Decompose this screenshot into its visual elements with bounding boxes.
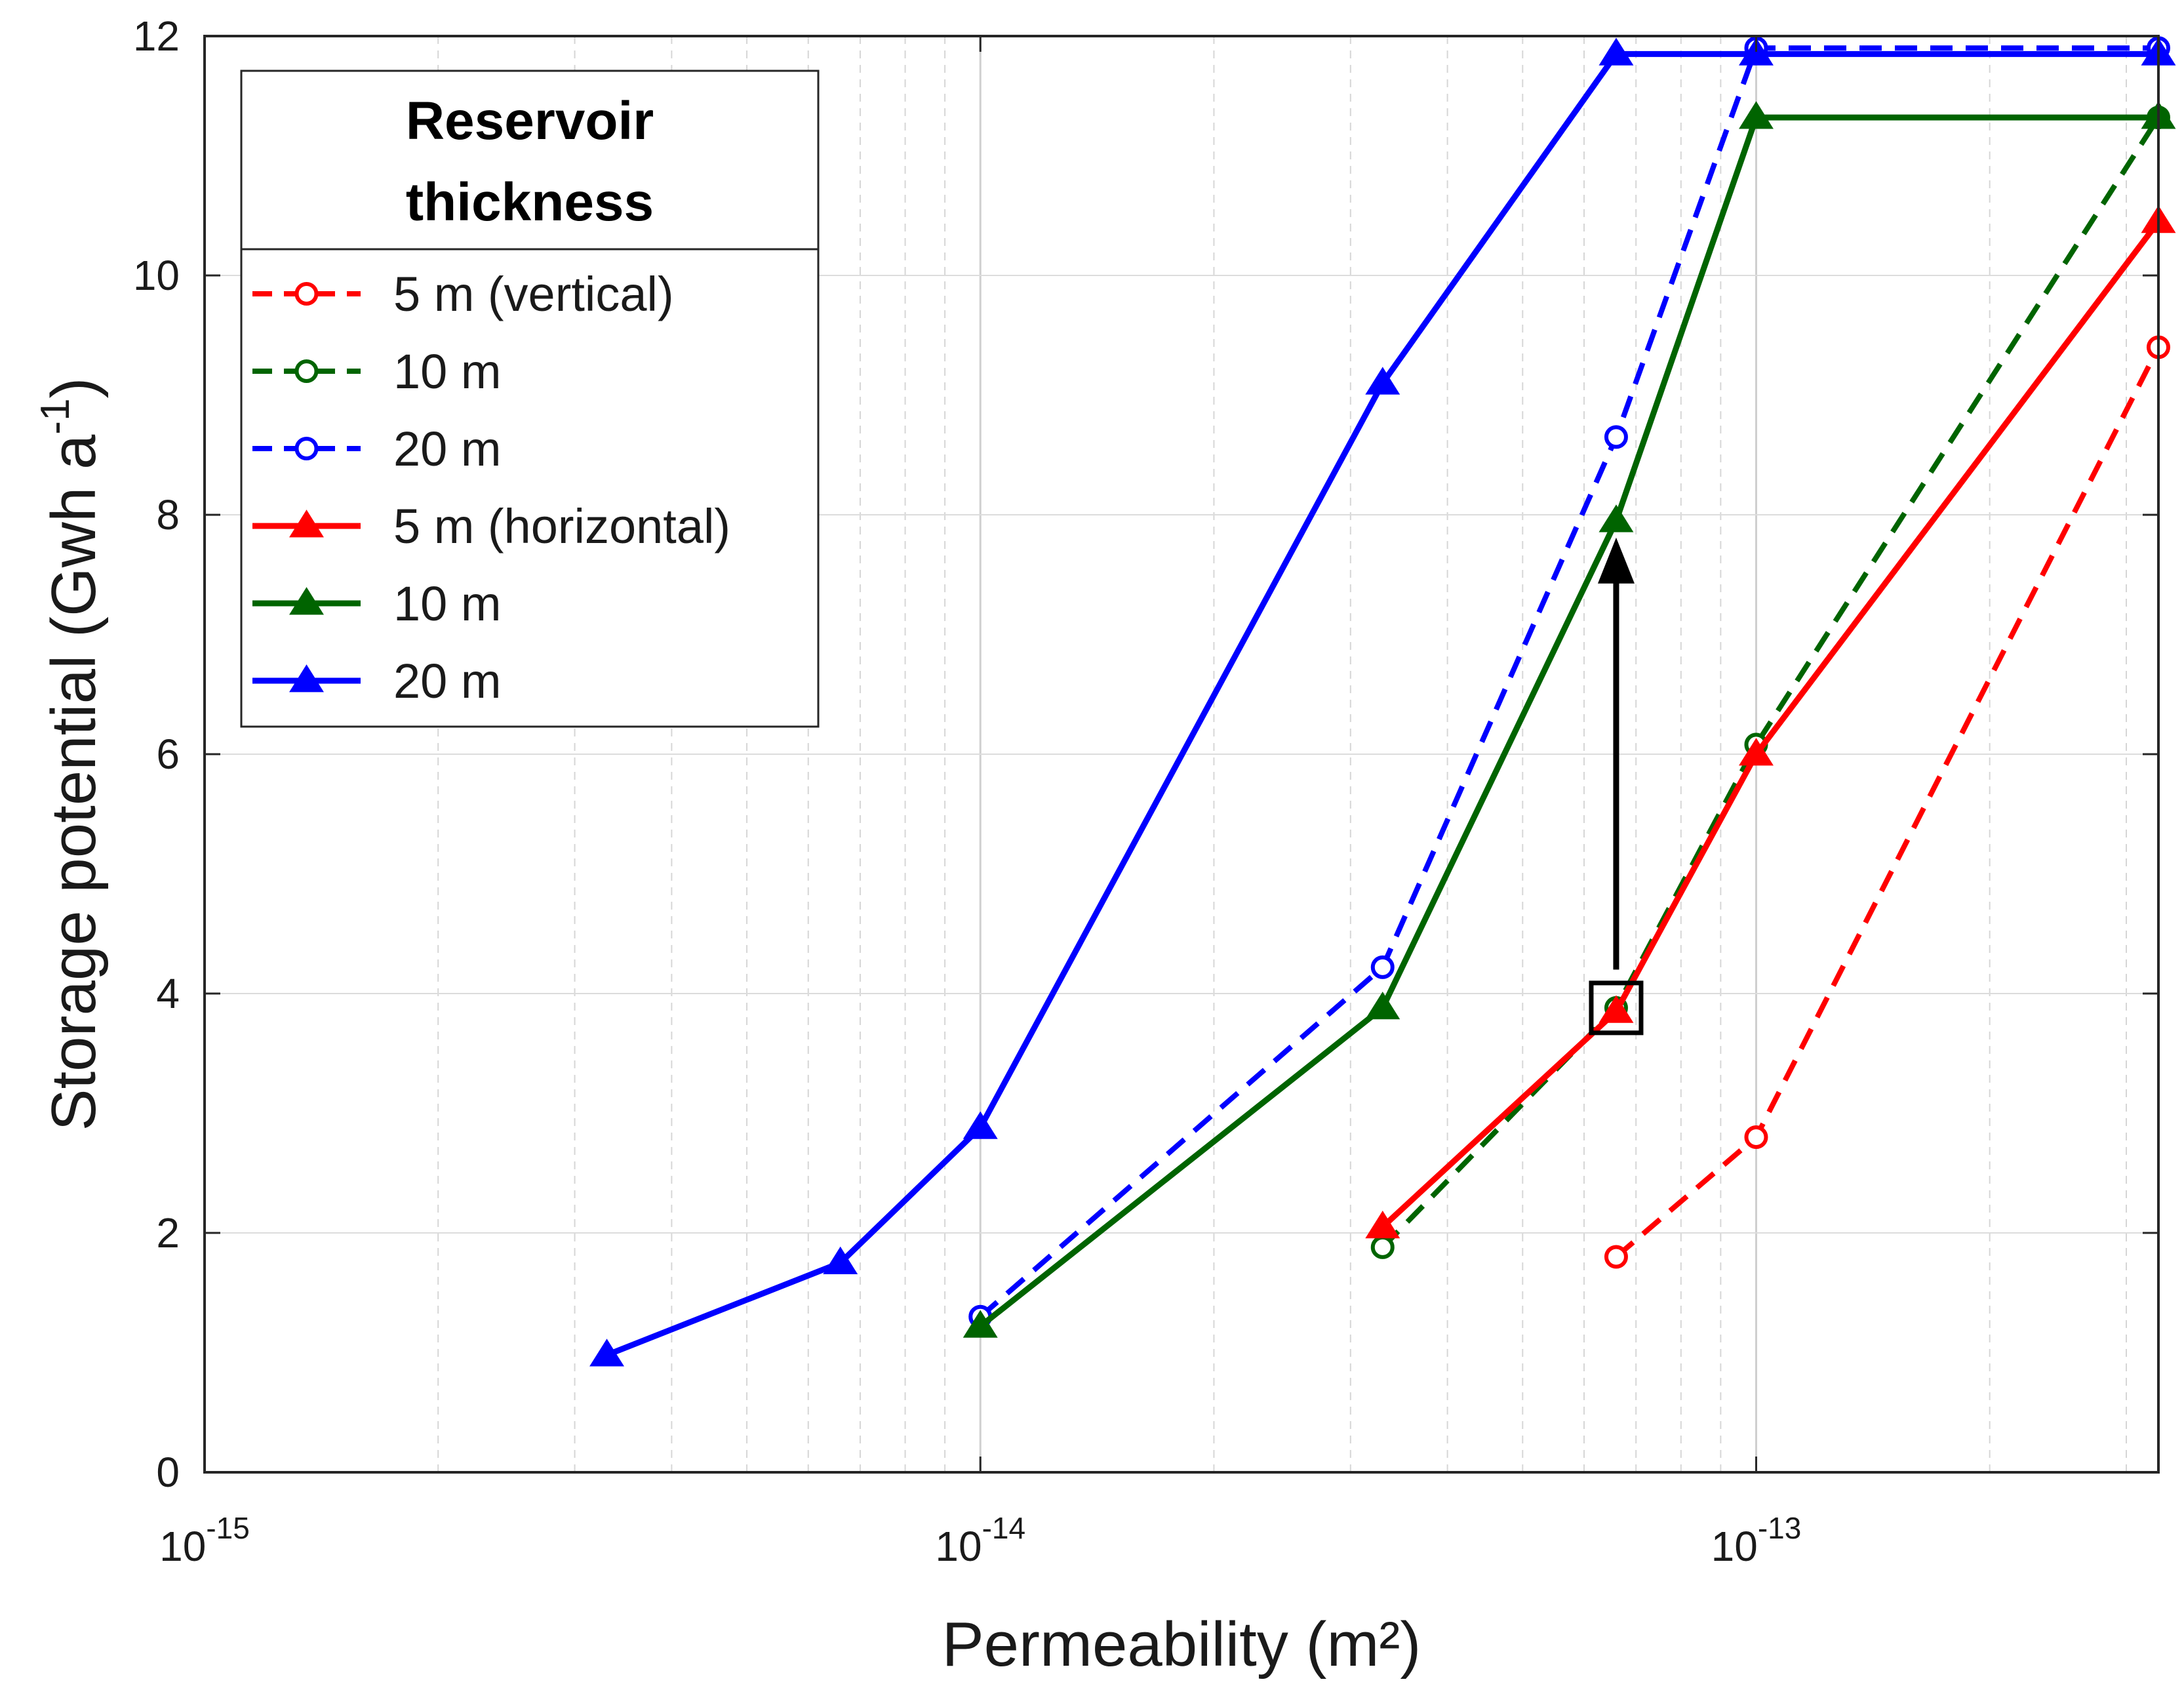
legend-marker	[289, 587, 324, 615]
data-point	[1744, 1125, 1768, 1149]
x-tick-label-base: 10	[935, 1523, 982, 1570]
data-point	[589, 1338, 624, 1367]
y-tick-label: 4	[156, 970, 180, 1017]
legend-entry-5: 20 m	[252, 654, 502, 708]
data-point	[1598, 995, 1634, 1023]
data-point	[1598, 504, 1634, 533]
y-axis-label-superscript: -1	[33, 398, 78, 434]
x-tick-label: 10-13	[1711, 1511, 1802, 1570]
highlight-box	[1589, 980, 1644, 1036]
legend-title-line1: Reservoir	[406, 91, 654, 151]
data-point	[1739, 101, 1774, 129]
y-axis-label-close: )	[39, 377, 109, 398]
x-tick-label-base: 10	[1711, 1523, 1758, 1570]
y-tick-label: 12	[133, 12, 180, 60]
legend-entry-4: 10 m	[252, 576, 502, 631]
data-point	[963, 1310, 998, 1338]
y-tick-label: 6	[156, 731, 180, 778]
arrow-head	[1597, 537, 1635, 584]
legend-marker	[294, 359, 319, 383]
annotation-layer	[1589, 537, 1644, 1036]
x-axis-label: Permeability (m²)	[942, 1609, 1421, 1680]
y-tick-label: 8	[156, 491, 180, 538]
data-point	[963, 1111, 998, 1139]
legend-box	[240, 70, 820, 728]
x-axis-ticks: 10-15 10-14 10-13	[159, 36, 1801, 1570]
legend-marker	[289, 510, 324, 538]
x-tick-label-exponent: -15	[206, 1511, 249, 1545]
series-line	[1380, 115, 2161, 1249]
x-tick-label-exponent: -14	[982, 1511, 1025, 1545]
x-tick-label-exponent: -13	[1758, 1511, 1801, 1545]
data-point	[823, 1246, 858, 1274]
data-point	[1365, 1211, 1400, 1239]
data-point	[1365, 992, 1400, 1020]
legend-label: 5 m (vertical)	[393, 267, 674, 321]
legend-entry-3: 5 m (horizontal)	[252, 499, 730, 553]
series-4	[963, 101, 2176, 1338]
data-point	[1739, 738, 1774, 766]
series-layer	[589, 36, 2176, 1367]
legend-entry-0: 5 m (vertical)	[252, 267, 674, 321]
x-tick-label: 10-14	[935, 1511, 1025, 1570]
y-axis-label: Storage potential (Gwh a-1)	[33, 377, 109, 1131]
legend-label: 20 m	[393, 422, 502, 476]
data-point	[1598, 37, 1634, 66]
y-tick-label: 2	[156, 1209, 180, 1257]
legend: Reservoir thickness 5 m (vertical) 10 m 20…	[240, 70, 820, 728]
y-tick-label: 10	[133, 252, 180, 299]
legend-label: 5 m (horizontal)	[393, 499, 730, 553]
y-axis-label-main: Storage potential (Gwh a	[39, 434, 109, 1131]
legend-marker	[294, 282, 319, 306]
data-point	[1370, 955, 1395, 979]
legend-marker	[289, 664, 324, 693]
legend-label: 20 m	[393, 654, 502, 708]
x-tick-label-base: 10	[159, 1523, 206, 1570]
legend-title-line2: thickness	[406, 172, 654, 232]
legend-entries: 5 m (vertical) 10 m 20 m 5 m (horizontal) 10…	[252, 267, 730, 708]
x-tick-label: 10-15	[159, 1511, 250, 1570]
y-tick-label: 0	[156, 1449, 180, 1496]
legend-label: 10 m	[393, 576, 502, 631]
data-point	[1604, 425, 1628, 449]
series-line	[1380, 220, 2161, 1230]
legend-entry-2: 20 m	[252, 422, 502, 476]
data-point	[1739, 37, 1774, 66]
legend-entry-1: 10 m	[252, 344, 502, 399]
y-axis-ticks: 0 2 4 6 8 10 12	[133, 12, 2158, 1496]
data-point	[1604, 1245, 1628, 1269]
legend-marker	[294, 437, 319, 460]
legend-label: 10 m	[393, 344, 502, 399]
series-5	[589, 37, 2176, 1367]
data-point	[1365, 367, 1400, 395]
data-point	[1370, 1235, 1395, 1259]
